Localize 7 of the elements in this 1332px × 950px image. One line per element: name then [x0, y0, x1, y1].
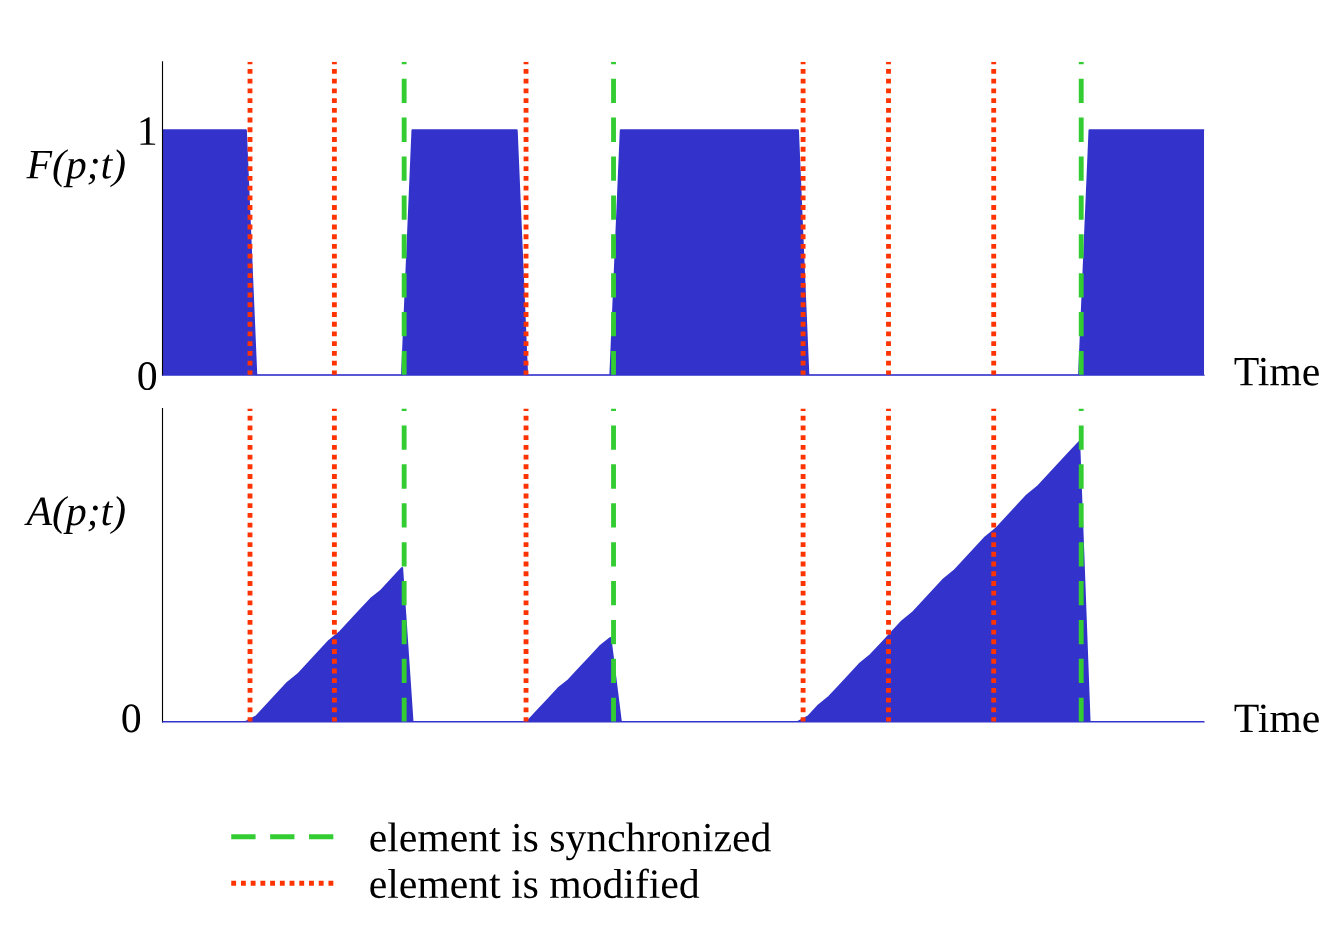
x-axis-title: Time — [1234, 704, 1319, 733]
text: element is modified — [370, 868, 700, 899]
x-axis-title: Time — [1234, 357, 1319, 386]
y-axis-title: A(p;t) — [24, 496, 125, 534]
y-tick-label: 1 — [140, 117, 156, 145]
y-axis-title: F(p;t) — [26, 149, 125, 188]
text: element is synchronized — [370, 822, 771, 861]
